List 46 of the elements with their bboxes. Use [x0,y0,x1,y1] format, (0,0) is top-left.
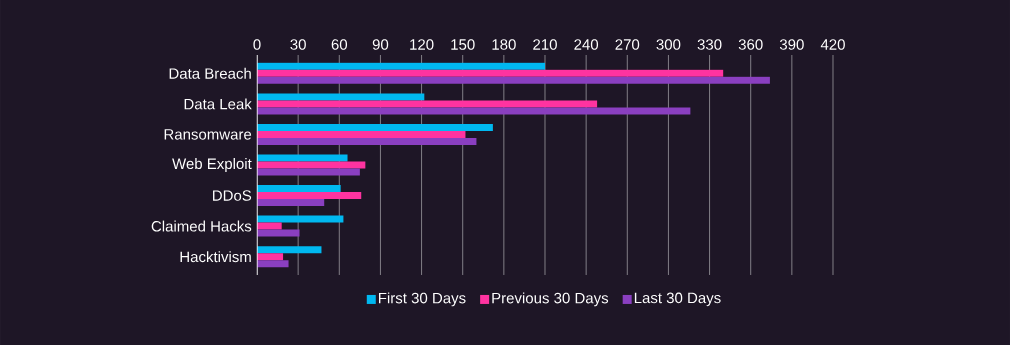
y-tick-label: Ransomware [164,129,252,140]
x-tick-label: 150 [451,39,475,50]
bar [257,130,466,138]
bar [257,199,325,207]
bar [257,76,770,84]
bar [257,161,366,169]
legend-label: Last 30 Days [634,292,721,307]
y-tick-label: Hacktivism [180,251,251,263]
bar [257,168,360,176]
bar [257,69,724,77]
bar [257,215,344,223]
x-tick-label: 180 [492,39,516,50]
bar [257,93,425,101]
y-tick-label: Web Exploit [172,158,252,172]
bar [257,107,691,115]
x-tick-label: 60 [331,39,348,50]
x-tick-label: 360 [738,39,763,50]
y-tick-label: Data Breach [169,67,251,79]
x-tick-label: 270 [615,39,640,50]
x-tick-label: 240 [574,39,599,50]
x-tick-label: 90 [372,39,389,50]
bar [257,192,362,200]
x-tick-label: 0 [253,39,261,50]
x-tick-label: 330 [697,39,722,50]
bar [257,222,282,230]
y-tick-label: Data Leak [184,98,252,110]
bar [257,185,341,193]
x-tick-label: 210 [533,39,557,50]
y-tick-label: DDoS [213,190,252,201]
bar [257,137,477,145]
bar [257,100,598,108]
bar [257,229,300,237]
x-tick-label: 120 [410,39,434,50]
y-tick-label: Claimed Hacks [151,220,252,232]
x-tick-label: 30 [290,39,306,50]
bar [257,253,284,261]
legend-label: First 30 Days [379,292,466,307]
bar [257,154,348,162]
bar [257,246,322,254]
bar [257,260,289,268]
bar [257,123,493,131]
x-tick-label: 420 [820,39,845,50]
legend-label: Previous 30 Days [492,292,609,307]
x-tick-label: 390 [779,39,804,50]
x-tick-label: 300 [656,39,681,50]
bar [257,62,545,70]
